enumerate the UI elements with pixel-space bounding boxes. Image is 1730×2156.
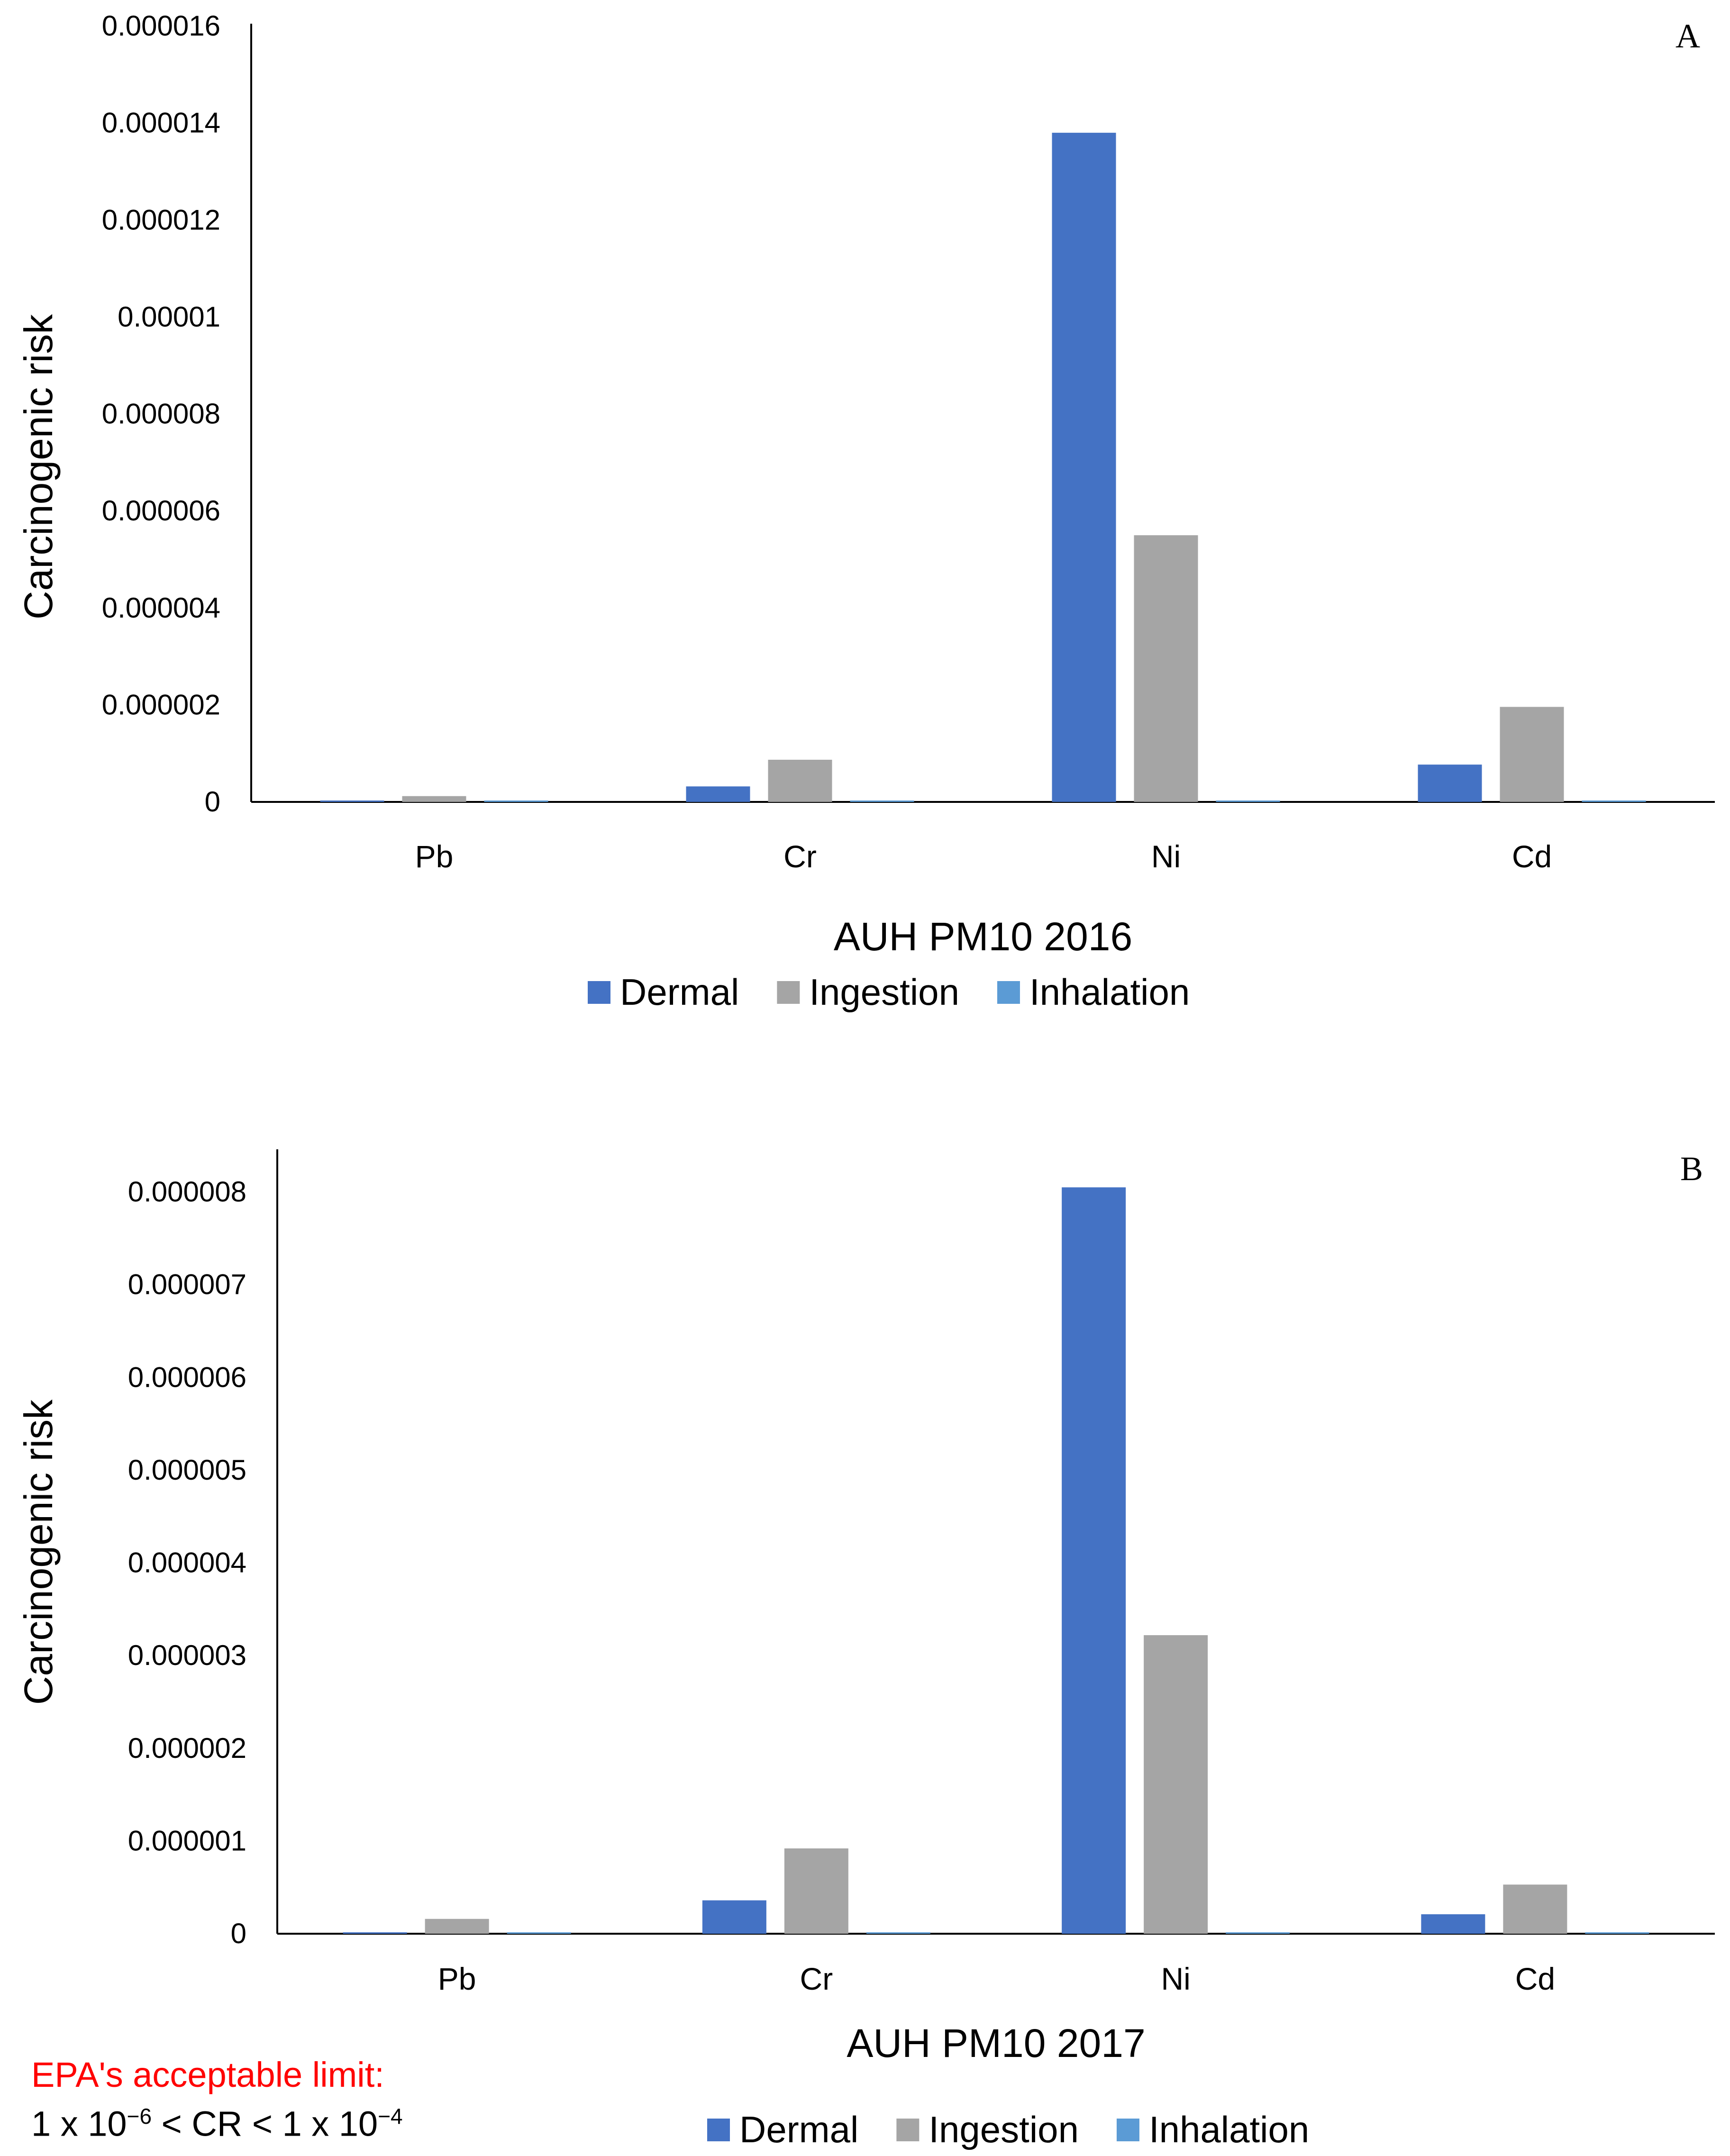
legend-swatch-inhalation — [1116, 2119, 1139, 2141]
panel-letter: A — [1675, 17, 1700, 55]
bar-dermal-cr — [702, 1900, 766, 1934]
legend-swatch-ingestion — [896, 2119, 920, 2141]
bar-dermal-cd — [1421, 1914, 1485, 1934]
bar-dermal-pb — [343, 1932, 407, 1934]
epa-limit-part1: 1 x 10 — [31, 2104, 127, 2144]
bar-dermal-ni — [1062, 1187, 1126, 1934]
y-tick-label: 0.000012 — [102, 204, 220, 236]
legend-swatch-dermal — [707, 2119, 730, 2141]
y-tick-label: 0 — [231, 1918, 246, 1949]
bar-inhalation-cr — [850, 801, 914, 802]
epa-limit-range: 1 x 10−6 < CR < 1 x 10−4 — [31, 2103, 403, 2144]
y-tick-label: 0.000006 — [102, 495, 220, 527]
x-category-label: Ni — [1151, 839, 1181, 874]
legend-entry-ingestion: Ingestion — [929, 2109, 1079, 2150]
x-axis-title: AUH PM10 2016 — [834, 914, 1132, 959]
epa-limit-exp1: −6 — [127, 2104, 152, 2129]
x-category-label: Cr — [800, 1961, 833, 1996]
legend-entry-inhalation: Inhalation — [1149, 2109, 1309, 2150]
y-tick-label: 0.000007 — [128, 1269, 246, 1301]
y-tick-label: 0.000004 — [102, 592, 220, 624]
x-category-label: Cd — [1515, 1961, 1555, 1996]
bar-inhalation-ni — [1226, 1932, 1290, 1934]
legend-entry-dermal: Dermal — [620, 971, 739, 1013]
y-tick-label: 0.000008 — [128, 1176, 246, 1208]
bar-ingestion-cd — [1503, 1884, 1567, 1934]
epa-limit-exp2: −4 — [378, 2104, 403, 2129]
y-axis-title: Carcinogenic risk — [16, 1399, 61, 1705]
bar-dermal-pb — [320, 801, 384, 802]
bar-ingestion-pb — [402, 796, 466, 802]
y-tick-label: 0.000002 — [128, 1732, 246, 1764]
x-category-label: Pb — [438, 1961, 476, 1996]
y-tick-label: 0.00001 — [118, 301, 220, 333]
legend-entry-dermal: Dermal — [739, 2109, 858, 2150]
panel-letter: B — [1680, 1150, 1703, 1188]
y-axis-title: Carcinogenic risk — [16, 314, 61, 619]
epa-limit-title: EPA's acceptable limit: — [31, 2055, 384, 2094]
x-category-label: Cr — [783, 839, 817, 874]
bar-inhalation-pb — [507, 1932, 571, 1934]
y-tick-label: 0.000014 — [102, 107, 220, 139]
legend-swatch-dermal — [588, 981, 610, 1004]
legend-entry-ingestion: Ingestion — [809, 971, 959, 1013]
x-axis-title: AUH PM10 2017 — [847, 2021, 1145, 2065]
y-tick-label: 0.000005 — [128, 1454, 246, 1486]
legend-swatch-ingestion — [777, 981, 800, 1004]
bar-inhalation-cr — [866, 1932, 930, 1934]
epa-limit-part2: < CR < 1 x 10 — [152, 2104, 378, 2144]
legend-swatch-inhalation — [997, 981, 1020, 1004]
legend-entry-inhalation: Inhalation — [1029, 971, 1190, 1013]
y-tick-label: 0.000001 — [128, 1825, 246, 1856]
x-category-label: Pb — [415, 839, 454, 874]
y-tick-label: 0.000006 — [128, 1361, 246, 1393]
bar-dermal-cr — [686, 786, 750, 802]
x-category-label: Ni — [1161, 1961, 1190, 1996]
y-tick-label: 0.000002 — [102, 689, 220, 720]
bar-ingestion-ni — [1144, 1635, 1208, 1934]
bar-dermal-cd — [1418, 764, 1482, 802]
bar-ingestion-cr — [768, 759, 832, 802]
bar-ingestion-pb — [425, 1919, 489, 1934]
bar-ingestion-ni — [1134, 535, 1198, 802]
bar-inhalation-cd — [1582, 801, 1646, 802]
epa-limit-label: EPA's acceptable limit: — [31, 2055, 384, 2095]
bar-inhalation-ni — [1216, 801, 1280, 802]
x-category-label: Cd — [1512, 839, 1552, 874]
bar-inhalation-pb — [484, 801, 548, 802]
y-tick-label: 0.000003 — [128, 1639, 246, 1671]
bar-ingestion-cr — [784, 1848, 848, 1934]
y-tick-label: 0 — [205, 786, 220, 818]
bar-dermal-ni — [1052, 133, 1116, 802]
bar-inhalation-cd — [1585, 1932, 1649, 1934]
y-tick-label: 0.000016 — [102, 10, 220, 42]
y-tick-label: 0.000004 — [128, 1547, 246, 1579]
y-tick-label: 0.000008 — [102, 398, 220, 430]
bar-ingestion-cd — [1500, 707, 1564, 802]
